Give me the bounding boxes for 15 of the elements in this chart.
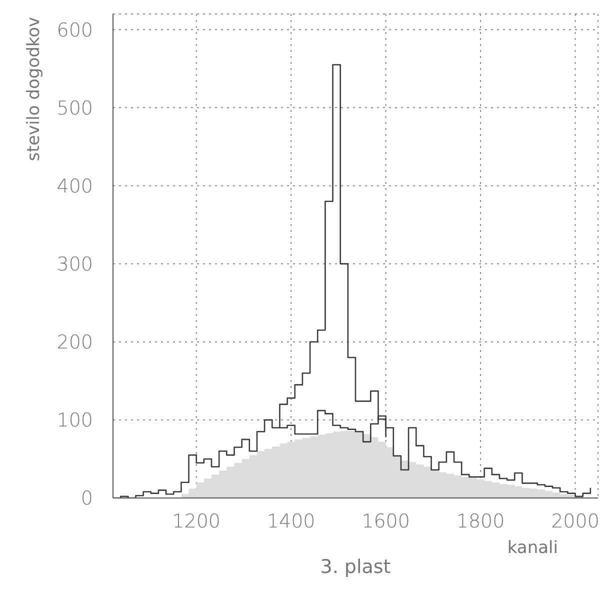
y-axis-title: stevilo dogodkov xyxy=(24,16,44,162)
y-tick-label: 300 xyxy=(56,254,93,276)
text: 3. plast xyxy=(320,556,391,578)
y-tick-label: 600 xyxy=(56,19,93,42)
y-tick-label: 0 xyxy=(80,488,93,510)
y-tick-label: 400 xyxy=(56,175,93,198)
x-tick-label: 2000 xyxy=(551,510,600,532)
x-tick-label: 1200 xyxy=(172,510,221,532)
y-tick-label: 500 xyxy=(56,97,93,120)
y-tick-label: 100 xyxy=(56,410,93,432)
x-tick-label: 1600 xyxy=(362,510,410,532)
x-axis-title: kanali xyxy=(507,538,558,558)
y-tick-label: 200 xyxy=(56,332,93,354)
x-tick-label: 1400 xyxy=(266,510,316,532)
x-tick-label: 1800 xyxy=(456,510,505,532)
